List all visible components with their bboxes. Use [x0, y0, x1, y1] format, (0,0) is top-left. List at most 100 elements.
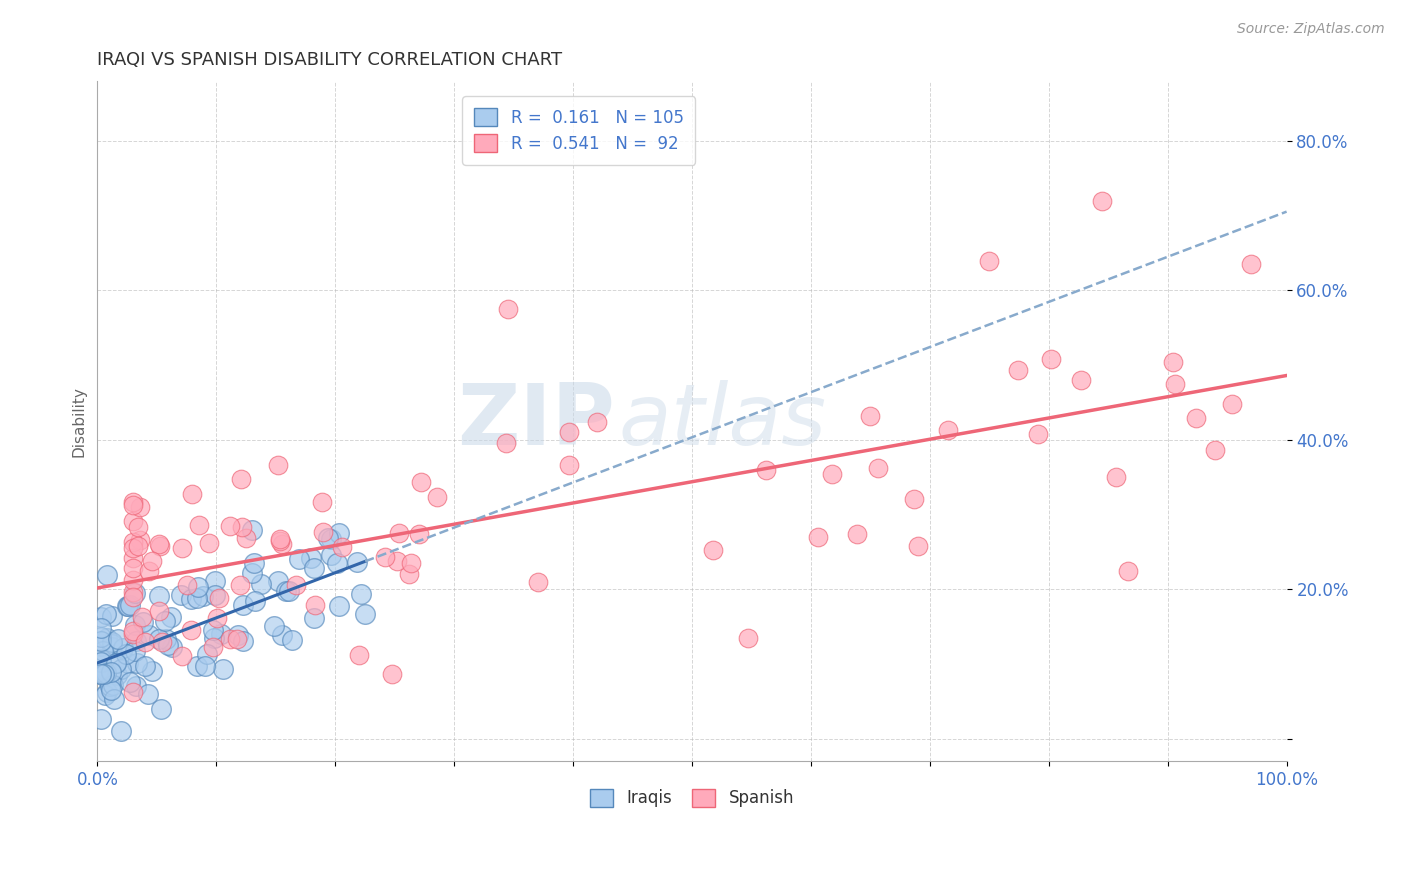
Point — [938, 423, 960, 437]
Point — [134, 635, 156, 649]
Point — [495, 436, 517, 450]
Point — [180, 591, 202, 606]
Point — [401, 556, 423, 570]
Point — [90, 609, 112, 624]
Point — [122, 573, 145, 587]
Point — [208, 591, 231, 605]
Point — [91, 643, 114, 657]
Point — [110, 724, 132, 739]
Text: Source: ZipAtlas.com: Source: ZipAtlas.com — [1237, 22, 1385, 37]
Point — [311, 495, 333, 509]
Point — [328, 525, 350, 540]
Point — [235, 531, 257, 545]
Point — [381, 666, 404, 681]
Point — [104, 656, 127, 670]
Point — [129, 500, 152, 515]
Point — [312, 525, 335, 540]
Point — [350, 586, 373, 600]
Point — [141, 554, 163, 568]
Point — [426, 491, 449, 505]
Point — [170, 541, 193, 556]
Point — [194, 659, 217, 673]
Point — [186, 659, 208, 673]
Point — [90, 630, 112, 644]
Point — [278, 584, 301, 599]
Point — [240, 523, 263, 537]
Point — [411, 475, 433, 490]
Point — [94, 688, 117, 702]
Point — [219, 632, 242, 646]
Point — [148, 537, 170, 551]
Point — [527, 574, 550, 589]
Point — [122, 534, 145, 549]
Point — [117, 656, 139, 670]
Point — [105, 668, 128, 682]
Point — [408, 527, 430, 541]
Point — [122, 684, 145, 698]
Point — [138, 628, 160, 642]
Y-axis label: Disability: Disability — [72, 385, 86, 457]
Point — [807, 530, 830, 544]
Point — [304, 598, 326, 612]
Point — [120, 598, 142, 612]
Point — [1091, 194, 1114, 208]
Point — [90, 712, 112, 726]
Point — [90, 664, 112, 678]
Point — [374, 549, 396, 564]
Point — [141, 664, 163, 678]
Point — [93, 665, 115, 679]
Point — [124, 644, 146, 658]
Point — [101, 678, 124, 692]
Point — [122, 627, 145, 641]
Point — [211, 662, 233, 676]
Point — [204, 574, 226, 588]
Point — [131, 615, 153, 629]
Point — [117, 599, 139, 613]
Point — [1240, 257, 1263, 271]
Point — [232, 599, 254, 613]
Point — [100, 665, 122, 679]
Text: atlas: atlas — [619, 380, 827, 463]
Point — [101, 608, 124, 623]
Point — [267, 458, 290, 472]
Text: ZIP: ZIP — [457, 380, 614, 463]
Point — [100, 636, 122, 650]
Point — [321, 548, 343, 562]
Point — [558, 425, 581, 439]
Point — [176, 578, 198, 592]
Point — [228, 578, 250, 592]
Point — [110, 662, 132, 676]
Point — [96, 665, 118, 680]
Point — [229, 472, 252, 486]
Point — [96, 631, 118, 645]
Point — [131, 610, 153, 624]
Point — [201, 640, 224, 655]
Point — [1007, 363, 1029, 377]
Point — [107, 632, 129, 646]
Point — [232, 633, 254, 648]
Point — [755, 463, 778, 477]
Point — [821, 467, 844, 481]
Point — [90, 655, 112, 669]
Point — [326, 556, 349, 570]
Point — [226, 628, 249, 642]
Point — [96, 568, 118, 582]
Point — [122, 585, 145, 599]
Point — [117, 599, 139, 614]
Point — [90, 633, 112, 648]
Point — [231, 520, 253, 534]
Point — [170, 648, 193, 663]
Point — [263, 619, 285, 633]
Point — [1070, 373, 1092, 387]
Point — [134, 659, 156, 673]
Point — [100, 640, 122, 655]
Point — [103, 692, 125, 706]
Point — [124, 586, 146, 600]
Point — [859, 409, 882, 424]
Point — [127, 520, 149, 534]
Point — [496, 302, 519, 317]
Point — [1204, 442, 1226, 457]
Point — [269, 534, 291, 549]
Point — [90, 666, 112, 681]
Point — [285, 578, 308, 592]
